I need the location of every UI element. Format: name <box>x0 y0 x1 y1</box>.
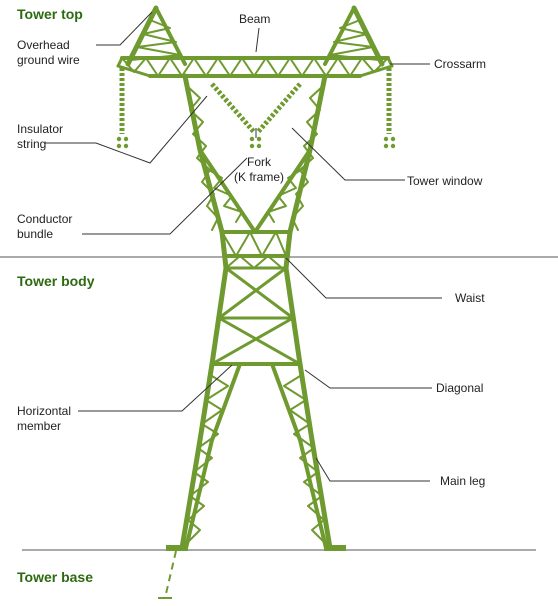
section-tower-body: Tower body <box>17 273 95 289</box>
waist-lacing-2 <box>225 255 283 269</box>
label-diagonal: Diagonal <box>436 381 484 395</box>
right-foundation <box>324 545 346 551</box>
left-lower-lacing <box>185 375 229 545</box>
label-tower-window: Tower window <box>407 174 483 188</box>
leader-insulator-string <box>45 95 208 164</box>
crossarm-right-top <box>386 56 394 68</box>
right-leg-lacing-upper <box>291 85 324 231</box>
section-tower-top: Tower top <box>17 6 83 22</box>
leader-main-leg <box>315 457 430 482</box>
leader-beam <box>255 27 260 53</box>
body-x2b <box>210 316 295 366</box>
leader-diagonal <box>304 369 432 389</box>
crossarm-left-top <box>116 56 124 68</box>
conductor-bundles <box>116 136 396 149</box>
label-main-leg: Main leg <box>440 474 486 488</box>
body-x1b <box>217 266 288 320</box>
label-horizontal-member: Horizontal member <box>17 404 72 433</box>
k-frame-right <box>253 148 312 234</box>
leader-tower-window <box>291 127 405 181</box>
leader-horizontal-member <box>78 364 233 412</box>
label-fork: Fork (K frame) <box>233 155 284 184</box>
k-frame-lacing-left <box>205 167 243 223</box>
label-conductor-bundle: Conductor bundle <box>17 212 73 241</box>
waist-lacing <box>221 231 287 257</box>
right-inner-leg <box>270 362 328 550</box>
section-tower-base: Tower base <box>17 569 93 585</box>
insulators <box>119 68 392 134</box>
left-main-leg-body <box>179 229 229 551</box>
left-leg-lacing-upper <box>186 85 219 231</box>
k-frame-lacing-right <box>267 167 305 223</box>
right-lower-lacing <box>283 375 327 545</box>
leader-overhead-ground-wire <box>96 11 153 46</box>
k-frame-left <box>198 148 257 234</box>
left-foundation <box>166 545 188 551</box>
foundation-pile <box>164 550 177 599</box>
label-beam: Beam <box>239 12 271 26</box>
left-peak-lacing <box>130 19 181 61</box>
body-x2a <box>217 316 302 366</box>
insulator-v-left <box>210 82 256 134</box>
leader-waist <box>285 257 442 299</box>
leader-conductor-bundle <box>82 157 248 235</box>
left-peak <box>125 5 159 67</box>
label-crossarm: Crossarm <box>434 57 487 71</box>
beam-lacing <box>121 57 389 77</box>
right-peak <box>351 5 385 67</box>
right-peak-lacing <box>329 19 380 61</box>
body-x1a <box>224 266 295 320</box>
label-insulator-string: Insulator string <box>17 122 64 151</box>
label-waist: Waist <box>455 291 485 305</box>
tower-structure <box>116 5 394 551</box>
label-overhead-ground-wire: Overhead ground wire <box>17 38 80 67</box>
leader-lines <box>45 11 442 482</box>
left-inner-leg <box>184 362 242 550</box>
insulator-v-right <box>256 82 302 134</box>
